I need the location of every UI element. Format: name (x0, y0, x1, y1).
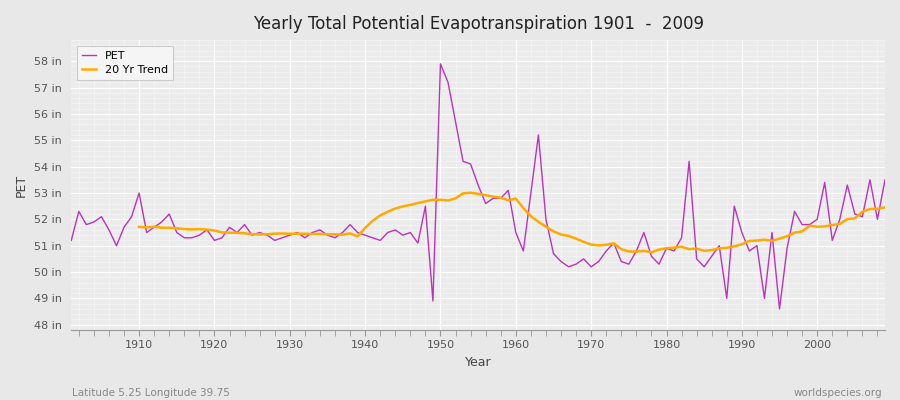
PET (518, 248, 528, 253)
PET (774, 306, 785, 311)
PET (510, 230, 521, 235)
20 Yr Trend (857, 210, 868, 214)
PET (126, 214, 137, 219)
20 Yr Trend (307, 232, 318, 236)
PET (338, 230, 348, 235)
20 Yr Trend (465, 190, 476, 195)
Text: Latitude 5.25 Longitude 39.75: Latitude 5.25 Longitude 39.75 (72, 388, 230, 398)
20 Yr Trend (526, 214, 536, 218)
Y-axis label: PET: PET (15, 174, 28, 197)
PET (292, 230, 302, 235)
PET (66, 238, 77, 243)
X-axis label: Year: Year (464, 356, 491, 369)
PET (879, 177, 890, 182)
PET (608, 241, 619, 246)
Legend: PET, 20 Yr Trend: PET, 20 Yr Trend (76, 46, 174, 80)
Text: worldspecies.org: worldspecies.org (794, 388, 882, 398)
Line: PET: PET (71, 64, 885, 309)
Line: 20 Yr Trend: 20 Yr Trend (140, 193, 885, 252)
20 Yr Trend (277, 231, 288, 236)
Title: Yearly Total Potential Evapotranspiration 1901  -  2009: Yearly Total Potential Evapotranspiratio… (253, 15, 704, 33)
20 Yr Trend (834, 222, 845, 226)
20 Yr Trend (646, 250, 657, 255)
20 Yr Trend (879, 205, 890, 210)
PET (435, 62, 446, 66)
20 Yr Trend (134, 224, 145, 229)
20 Yr Trend (586, 242, 597, 247)
